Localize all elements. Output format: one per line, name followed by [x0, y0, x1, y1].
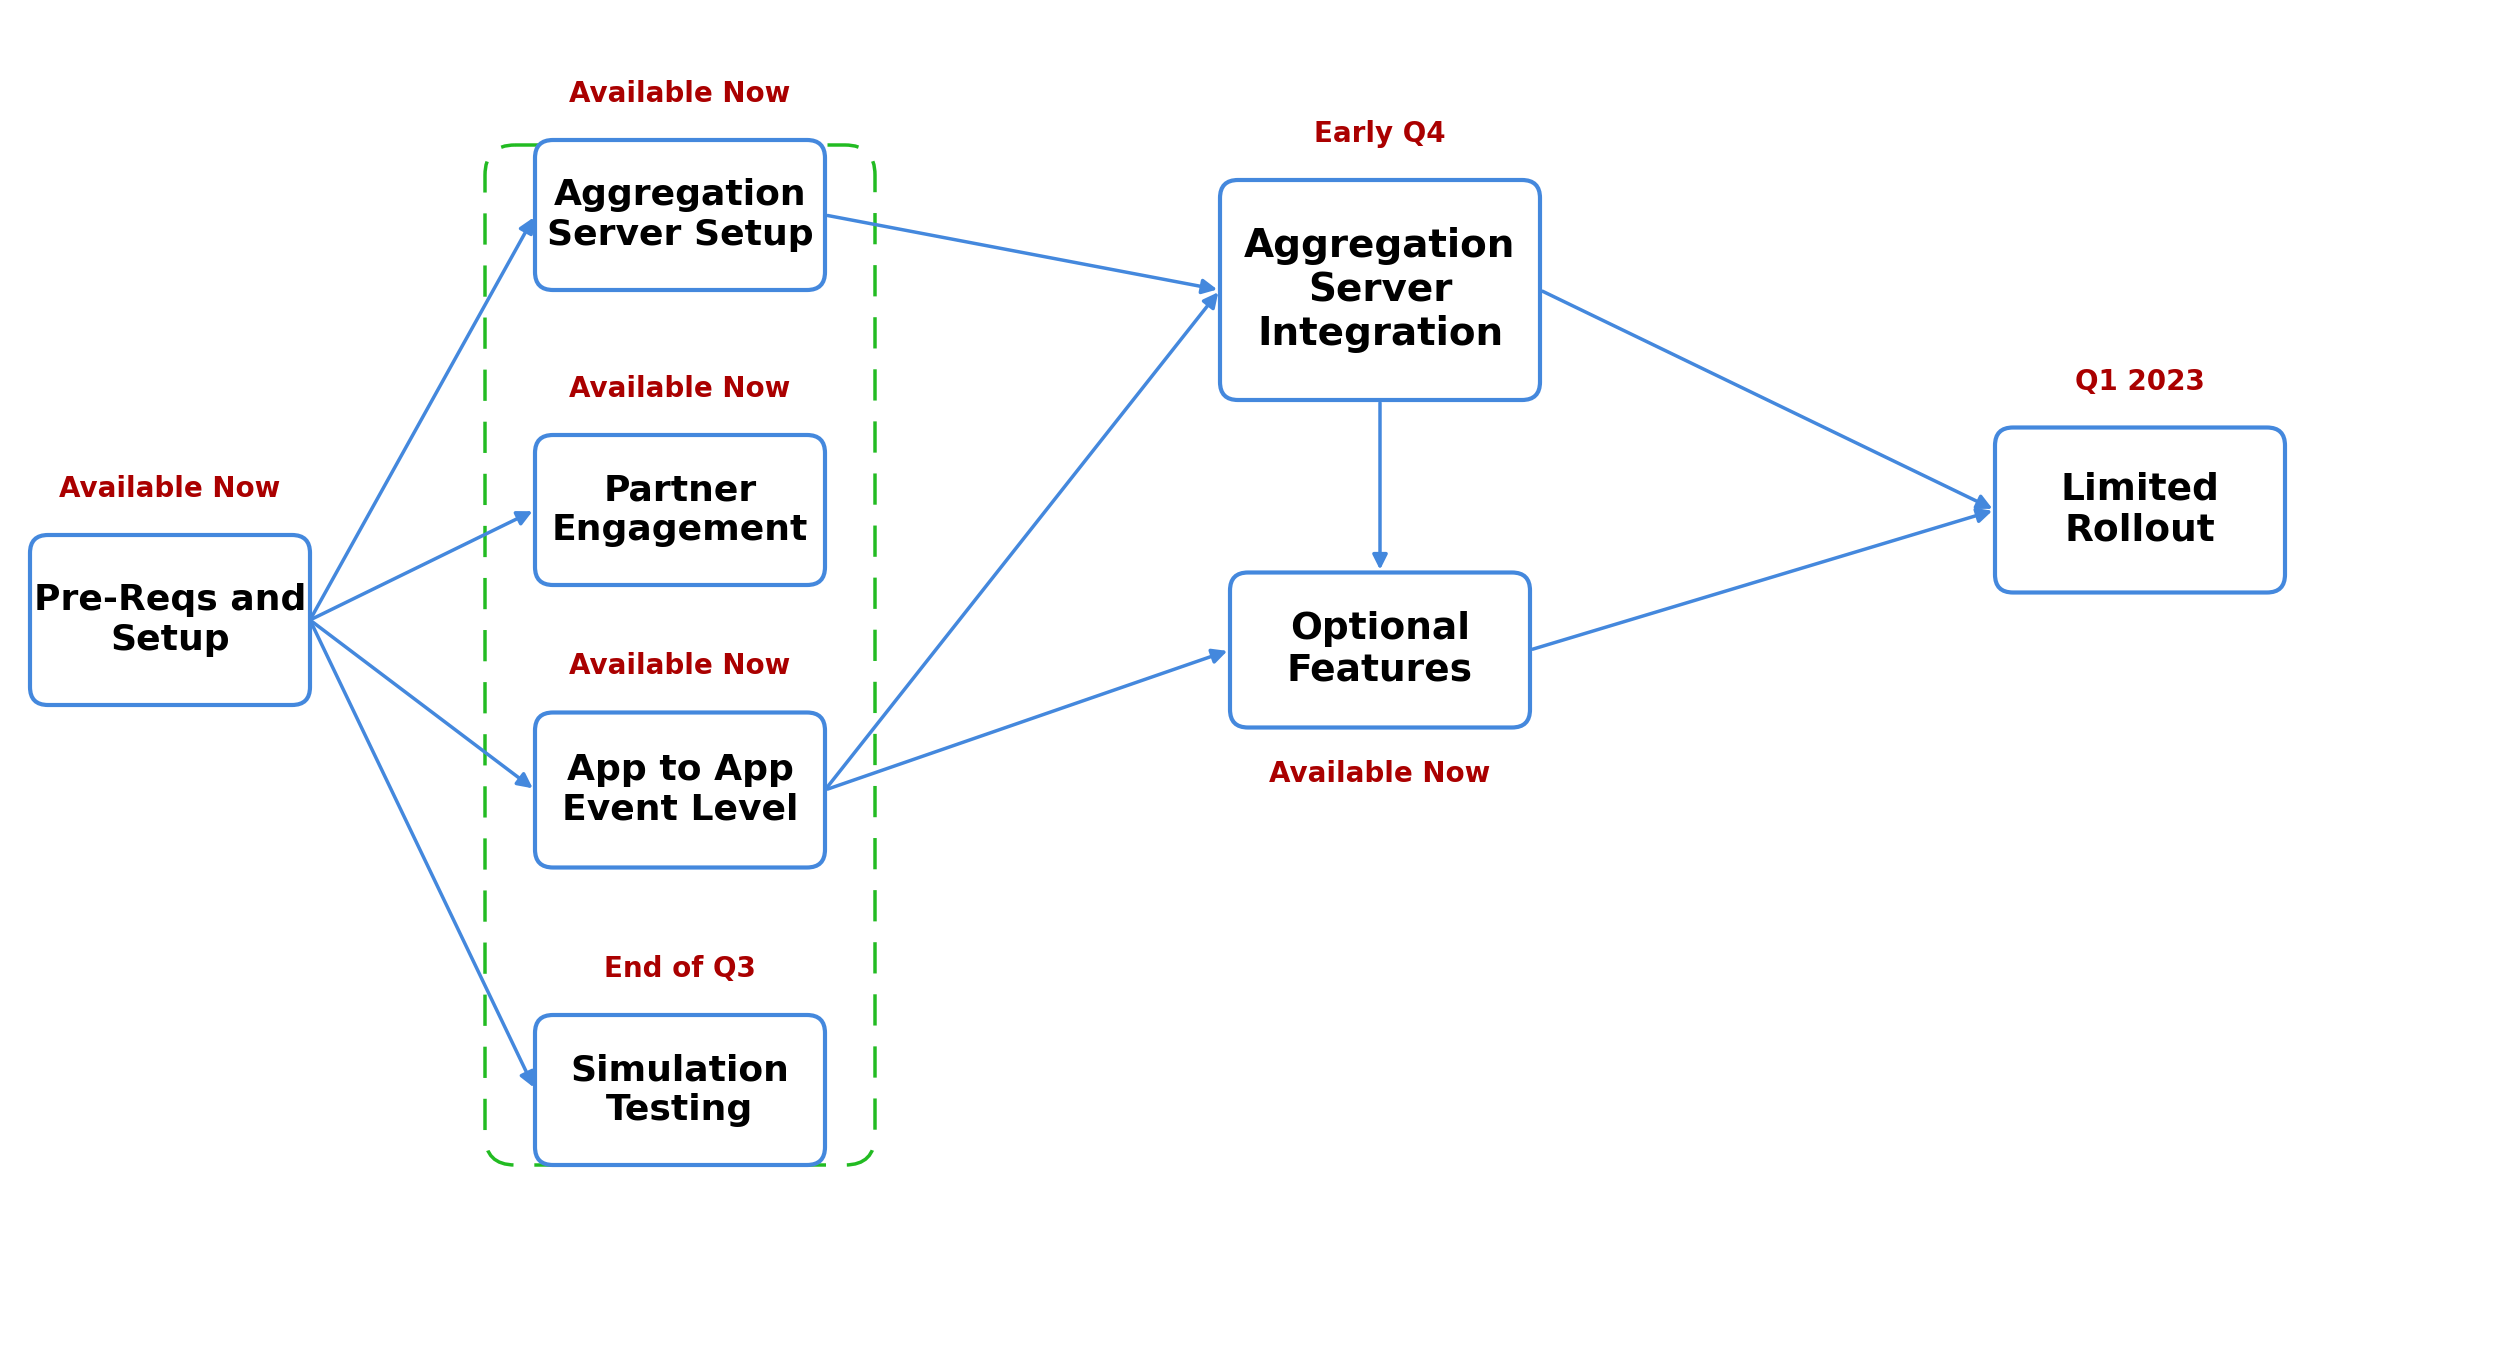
FancyBboxPatch shape — [1229, 572, 1531, 727]
Text: Aggregation
Server Setup: Aggregation Server Setup — [546, 178, 815, 252]
Text: Available Now: Available Now — [568, 375, 789, 403]
FancyBboxPatch shape — [535, 434, 825, 586]
Text: Optional
Features: Optional Features — [1287, 612, 1473, 689]
Text: Available Now: Available Now — [568, 652, 789, 681]
Text: Pre-Reqs and
Setup: Pre-Reqs and Setup — [33, 583, 307, 656]
Text: End of Q3: End of Q3 — [603, 955, 757, 983]
FancyBboxPatch shape — [30, 535, 309, 706]
Text: Simulation
Testing: Simulation Testing — [571, 1053, 789, 1126]
Text: App to App
Event Level: App to App Event Level — [561, 753, 797, 827]
FancyBboxPatch shape — [535, 712, 825, 868]
Text: Available Now: Available Now — [1270, 760, 1491, 787]
FancyBboxPatch shape — [535, 1015, 825, 1165]
FancyBboxPatch shape — [1219, 180, 1541, 400]
Text: Q1 2023: Q1 2023 — [2074, 368, 2205, 395]
FancyBboxPatch shape — [1996, 428, 2285, 592]
Text: Available Now: Available Now — [568, 80, 789, 108]
Text: Available Now: Available Now — [60, 475, 282, 503]
FancyBboxPatch shape — [535, 140, 825, 290]
Text: Aggregation
Server
Integration: Aggregation Server Integration — [1244, 227, 1516, 353]
Text: Limited
Rollout: Limited Rollout — [2061, 471, 2220, 549]
Text: Early Q4: Early Q4 — [1315, 120, 1446, 148]
Text: Partner
Engagement: Partner Engagement — [551, 474, 807, 546]
